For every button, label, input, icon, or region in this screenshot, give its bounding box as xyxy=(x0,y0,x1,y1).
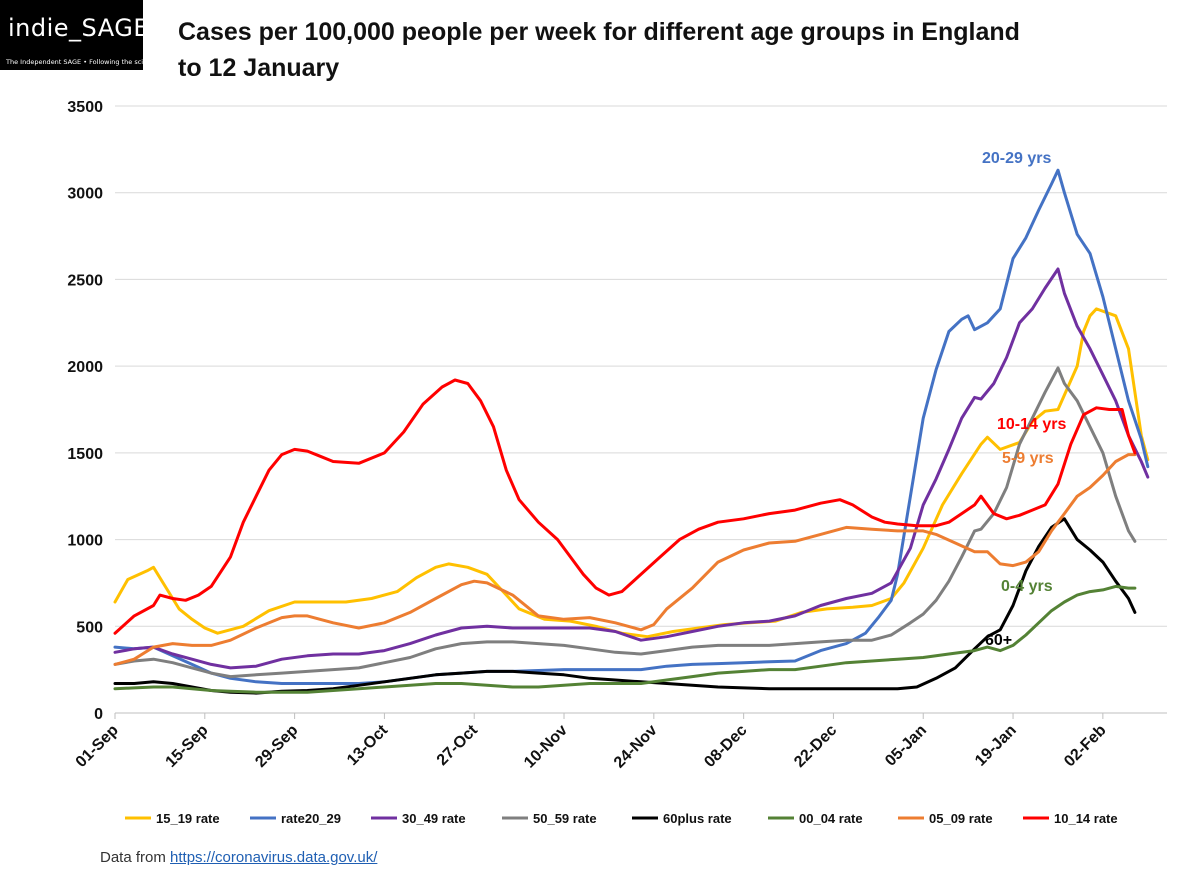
indie-sage-logo: indie_SAGE The Independent SAGE • Follow… xyxy=(0,0,159,70)
legend-label: 05_09 rate xyxy=(929,811,993,826)
series-line-50-59-rate xyxy=(113,366,1137,679)
y-tick-label: 1000 xyxy=(67,533,103,550)
y-tick-label: 2500 xyxy=(67,272,103,289)
legend-label: 30_49 rate xyxy=(402,811,466,826)
series-line-00-04-rate xyxy=(113,584,1137,694)
legend-label: 50_59 rate xyxy=(533,811,597,826)
x-tick-label: 19-Jan xyxy=(972,722,1020,770)
source-prefix: Data from xyxy=(100,849,171,866)
x-tick-label: 08-Dec xyxy=(701,722,750,771)
logo-text: indie_SAGE xyxy=(8,14,149,42)
annotation-label: 0-4 yrs xyxy=(1001,578,1053,595)
series-line-10-14-rate xyxy=(113,378,1137,635)
source-link[interactable]: https://coronavirus.data.gov.uk/ xyxy=(170,849,378,866)
annotation-label: 60+ xyxy=(985,632,1012,649)
series-line-rate20-29 xyxy=(113,168,1150,685)
x-tick-label: 22-Dec xyxy=(791,722,840,771)
y-tick-label: 3500 xyxy=(67,99,103,116)
annotation-label: 10-14 yrs xyxy=(997,416,1066,433)
legend-label: 10_14 rate xyxy=(1054,811,1118,826)
x-tick-label: 01-Sep xyxy=(73,722,122,771)
y-tick-label: 3000 xyxy=(67,186,103,203)
x-tick-label: 05-Jan xyxy=(882,722,930,770)
logo-tagline: The Independent SAGE • Following the sci… xyxy=(6,58,159,66)
x-tick-label: 02-Feb xyxy=(1061,722,1110,771)
series-line-05-09-rate xyxy=(113,453,1137,666)
x-tick-label: 24-Nov xyxy=(611,722,661,772)
x-tick-label: 13-Oct xyxy=(344,721,392,769)
x-tick-label: 15-Sep xyxy=(163,722,212,771)
legend-label: rate20_29 xyxy=(281,811,341,826)
legend-label: 00_04 rate xyxy=(799,811,863,826)
y-tick-label: 1500 xyxy=(67,446,103,463)
x-tick-label: 27-Oct xyxy=(434,721,482,769)
chart-title: Cases per 100,000 people per week for di… xyxy=(178,18,1020,82)
annotation-label: 5-9 yrs xyxy=(1002,450,1054,467)
series-line-30-49-rate xyxy=(113,267,1150,670)
legend-label: 60plus rate xyxy=(663,811,732,826)
y-tick-label: 0 xyxy=(94,706,103,723)
x-tick-label: 10-Nov xyxy=(521,722,571,772)
y-tick-label: 2000 xyxy=(67,359,103,376)
annotation-label: 20-29 yrs xyxy=(982,150,1051,167)
series-line-15-19-rate xyxy=(113,307,1150,639)
legend-label: 15_19 rate xyxy=(156,811,220,826)
series-line-60plus-rate xyxy=(113,517,1137,695)
x-tick-label: 29-Sep xyxy=(252,722,301,771)
data-source: Data from https://coronavirus.data.gov.u… xyxy=(100,849,377,866)
y-tick-label: 500 xyxy=(76,619,103,636)
